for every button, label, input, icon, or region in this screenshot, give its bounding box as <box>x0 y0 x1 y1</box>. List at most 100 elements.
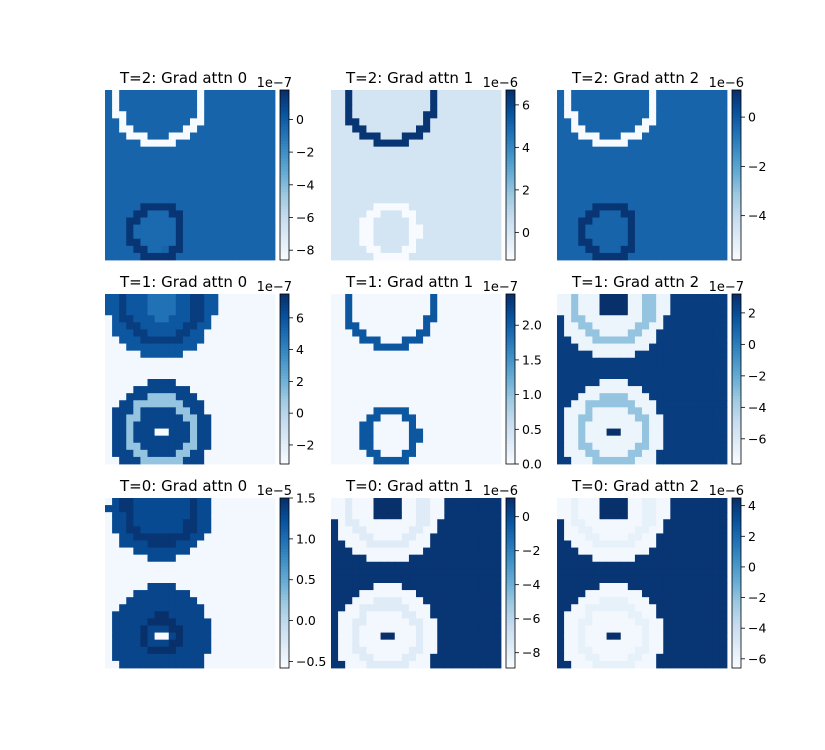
colorbar-step <box>280 430 289 434</box>
colorbar-step <box>280 452 289 456</box>
heatmap-cell <box>486 224 495 233</box>
heatmap-cell <box>168 217 177 225</box>
heatmap-cell <box>232 308 240 316</box>
heatmap-cell <box>486 336 495 344</box>
heatmap-cell <box>578 371 586 380</box>
heatmap-cell <box>656 315 664 323</box>
heatmap-cell <box>719 379 728 387</box>
heatmap-cell <box>670 160 678 169</box>
heatmap-cell <box>225 224 233 233</box>
heatmap-cell <box>112 653 120 662</box>
heatmap-cell <box>239 611 248 619</box>
heatmap-cell <box>154 512 163 520</box>
heatmap-cell <box>670 210 678 218</box>
heatmap-cell <box>253 533 262 541</box>
heatmap-cell <box>613 217 622 225</box>
heatmap-cell <box>698 428 707 437</box>
heatmap-cell <box>677 371 685 380</box>
heatmap-cell <box>649 421 657 429</box>
heatmap-cell <box>338 533 346 541</box>
heatmap-cell <box>126 252 134 261</box>
heatmap-cell <box>719 322 728 330</box>
heatmap-cell <box>444 364 452 373</box>
heatmap-cell <box>423 407 431 415</box>
heatmap-cell <box>670 400 678 408</box>
heatmap-cell <box>168 294 177 302</box>
heatmap-cell <box>472 393 481 401</box>
heatmap-cell <box>691 322 700 330</box>
heatmap-cell <box>423 167 431 176</box>
heatmap-cell <box>133 252 141 261</box>
heatmap-cell <box>719 196 728 204</box>
heatmap-cell <box>239 414 248 422</box>
heatmap-cell <box>119 104 127 112</box>
colorbar-step <box>732 458 741 462</box>
heatmap-cell <box>663 210 671 218</box>
heatmap-cell <box>119 625 127 633</box>
heatmap-cell <box>656 97 664 105</box>
heatmap-cell <box>253 90 262 98</box>
heatmap-cell <box>606 414 615 422</box>
heatmap-cell <box>634 357 643 366</box>
heatmap-cell <box>634 343 643 352</box>
heatmap-cell <box>112 139 120 148</box>
heatmap-cell <box>190 224 198 233</box>
heatmap-cell <box>218 575 226 584</box>
heatmap-cell <box>613 421 622 429</box>
heatmap-cell <box>133 421 141 429</box>
colorbar-step <box>280 379 289 383</box>
heatmap-cell <box>493 238 502 247</box>
heatmap-cell <box>380 512 389 520</box>
heatmap-cell <box>197 407 205 415</box>
heatmap-cell <box>267 435 276 444</box>
heatmap-cell <box>218 456 226 465</box>
heatmap <box>105 294 276 465</box>
heatmap-cell <box>592 336 600 344</box>
heatmap-cell <box>190 245 198 254</box>
heatmap-cell <box>154 153 163 162</box>
colorbar-step <box>280 257 289 261</box>
heatmap-cell <box>190 336 198 344</box>
heatmap-cell <box>642 343 650 352</box>
heatmap-cell <box>373 435 381 444</box>
heatmap-cell <box>239 646 248 655</box>
heatmap-cell <box>620 90 629 98</box>
heatmap-cell <box>472 611 481 619</box>
heatmap-cell <box>408 301 417 309</box>
heatmap-cell <box>112 125 120 133</box>
heatmap-cell <box>359 132 367 140</box>
heatmap-cell <box>147 104 155 112</box>
heatmap-cell <box>599 379 607 387</box>
heatmap-cell <box>437 421 445 429</box>
heatmap-cell <box>486 125 495 133</box>
heatmap-cell <box>486 160 495 169</box>
heatmap-cell <box>387 364 396 373</box>
heatmap-cell <box>634 217 643 225</box>
heatmap-cell <box>352 175 360 183</box>
heatmap-cell <box>211 660 219 669</box>
colorbar-step <box>280 608 289 612</box>
heatmap-cell <box>197 386 205 394</box>
heatmap-cell <box>585 111 593 119</box>
heatmap-cell <box>486 217 495 225</box>
heatmap-cell <box>444 301 452 309</box>
heatmap-cell <box>430 182 438 190</box>
heatmap-cell <box>712 153 721 162</box>
heatmap-cell <box>204 301 212 309</box>
heatmap-cell <box>119 203 127 211</box>
heatmap-cell <box>331 315 339 323</box>
heatmap-cell <box>564 238 572 247</box>
heatmap-cell <box>423 498 431 506</box>
colorbar-step <box>506 296 515 301</box>
heatmap-cell <box>133 329 141 337</box>
heatmap-cell <box>599 224 607 233</box>
colorbar-step <box>280 302 289 306</box>
heatmap-cell <box>119 231 127 240</box>
heatmap-cell <box>331 590 339 598</box>
heatmap-cell <box>154 547 163 556</box>
heatmap-cell <box>698 400 707 408</box>
heatmap-cell <box>204 104 212 112</box>
heatmap-cell <box>175 639 184 648</box>
heatmap-cell <box>112 231 120 240</box>
heatmap-cell <box>190 590 198 598</box>
